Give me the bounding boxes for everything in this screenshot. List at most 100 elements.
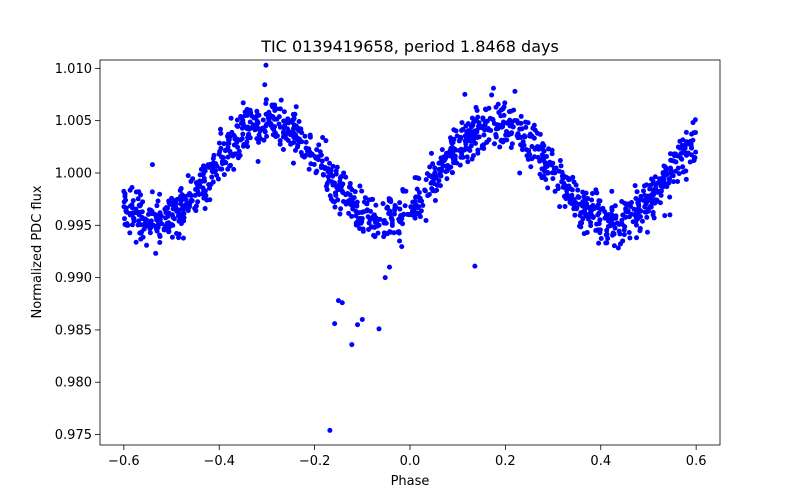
y-tick-label: 1.005	[55, 114, 92, 129]
data-point	[588, 220, 594, 225]
data-point	[475, 150, 481, 156]
data-point	[487, 115, 493, 121]
data-point	[609, 188, 615, 194]
x-tick-label: 0.2	[495, 454, 516, 469]
data-point	[443, 169, 449, 175]
data-point	[402, 203, 408, 209]
data-point	[360, 228, 366, 234]
data-point	[434, 187, 440, 193]
data-point	[597, 217, 603, 223]
data-point	[432, 165, 438, 171]
data-point	[423, 217, 429, 223]
data-point	[335, 298, 341, 304]
data-point	[155, 198, 161, 204]
data-point	[480, 116, 486, 122]
data-point	[327, 160, 333, 166]
data-point	[252, 127, 258, 133]
data-point	[528, 164, 534, 170]
data-point	[245, 144, 251, 150]
data-point	[296, 118, 302, 124]
data-point	[357, 225, 363, 231]
data-point	[210, 179, 216, 185]
data-point	[346, 210, 352, 216]
data-point	[290, 126, 296, 132]
data-point	[468, 124, 474, 130]
data-point	[285, 138, 291, 144]
data-point	[138, 230, 144, 236]
data-point	[488, 128, 494, 134]
data-point	[580, 203, 586, 209]
data-point	[320, 134, 326, 140]
data-point	[671, 151, 677, 157]
data-point	[193, 208, 199, 214]
x-tick-label: 0.0	[400, 454, 421, 469]
data-point	[168, 200, 174, 206]
data-point	[290, 160, 296, 166]
data-point	[123, 197, 129, 203]
data-point	[178, 201, 184, 207]
data-point	[335, 197, 341, 203]
data-point	[163, 210, 169, 216]
data-point	[358, 220, 364, 226]
data-point	[376, 222, 382, 228]
data-point	[432, 197, 438, 203]
data-point	[483, 107, 489, 113]
data-point	[481, 132, 487, 138]
data-point	[428, 180, 434, 186]
data-point	[397, 206, 403, 212]
y-tick-label: 1.000	[55, 166, 92, 181]
data-point	[430, 161, 436, 167]
data-point	[683, 176, 689, 182]
data-point	[236, 148, 242, 154]
data-point	[139, 214, 145, 220]
data-point	[325, 174, 331, 180]
data-point	[594, 190, 600, 196]
data-point	[564, 191, 570, 197]
data-point	[458, 146, 464, 152]
data-point	[615, 245, 621, 251]
data-point	[473, 134, 479, 140]
data-point	[416, 190, 422, 196]
data-point	[555, 186, 561, 192]
data-point	[626, 229, 632, 235]
data-point	[416, 204, 422, 210]
data-point	[449, 170, 455, 176]
data-point	[506, 131, 512, 137]
data-point	[133, 206, 139, 212]
data-point	[425, 193, 431, 199]
data-point	[500, 124, 506, 130]
data-point	[430, 188, 436, 194]
data-point	[359, 188, 365, 194]
data-point	[452, 156, 458, 162]
data-point	[281, 109, 287, 115]
data-point	[666, 180, 672, 186]
data-point	[277, 138, 283, 144]
y-tick-label: 0.980	[55, 376, 92, 391]
data-point	[231, 166, 237, 172]
data-point	[140, 234, 146, 240]
data-point	[195, 199, 201, 205]
data-point	[423, 177, 429, 183]
data-point	[211, 152, 217, 158]
data-point	[465, 146, 471, 152]
data-point	[186, 201, 192, 207]
data-point	[635, 200, 641, 206]
data-point	[629, 211, 635, 217]
data-point	[575, 194, 581, 200]
data-point	[465, 121, 471, 127]
data-point	[357, 183, 363, 189]
data-point	[193, 203, 199, 209]
data-point	[303, 139, 309, 145]
data-point	[614, 220, 620, 226]
data-point	[384, 205, 390, 211]
data-point	[254, 108, 260, 114]
data-point	[397, 238, 403, 244]
data-point	[163, 215, 169, 221]
data-point	[595, 212, 601, 218]
data-point	[632, 183, 638, 189]
data-point	[575, 187, 581, 193]
data-point	[472, 263, 478, 269]
data-point	[401, 211, 407, 217]
data-point	[457, 162, 463, 168]
